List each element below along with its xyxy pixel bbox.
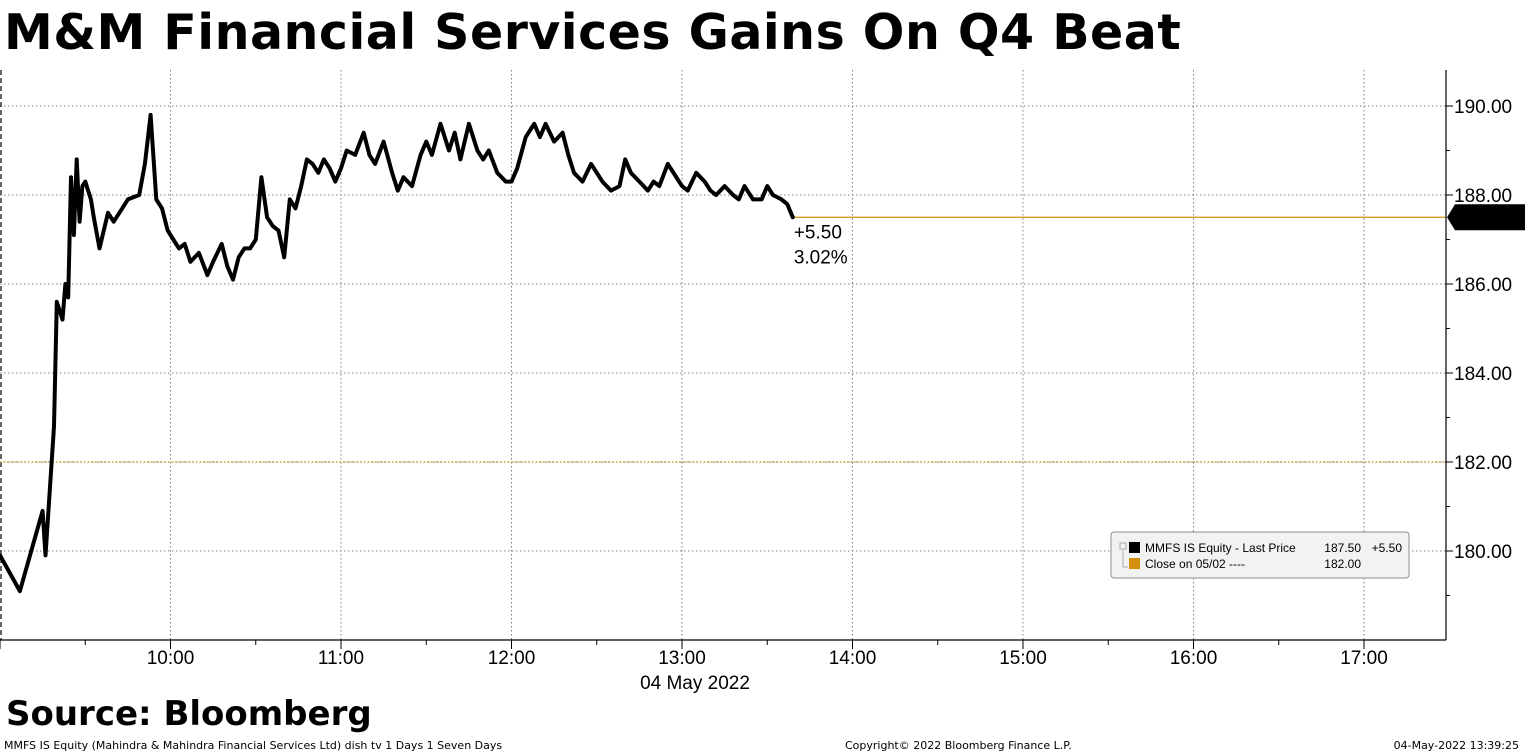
legend-series-name: MMFS IS Equity - Last Price (1145, 541, 1296, 555)
x-tick-label: 14:00 (829, 648, 877, 669)
y-tick-label: 184.00 (1454, 364, 1512, 385)
y-tick-label: 186.00 (1454, 275, 1512, 296)
legend-tree-connector (1122, 550, 1128, 568)
y-tick-label: 182.00 (1454, 453, 1512, 474)
x-tick-label: 16:00 (1170, 648, 1218, 669)
annotations: 187.50 +5.50 3.02% (794, 204, 1525, 268)
y-tick-label: 190.00 (1454, 97, 1512, 118)
x-tick-label: 12:00 (488, 648, 536, 669)
legend-change: +5.50 (1372, 541, 1403, 555)
x-axis-label: 04 May 2022 (640, 673, 750, 694)
y-tick-label: 188.00 (1454, 186, 1512, 207)
change-value-label: +5.50 (794, 222, 842, 243)
last-price-tag (1447, 204, 1525, 231)
chart-title: M&M Financial Services Gains On Q4 Beat (4, 4, 1182, 61)
change-percent-label: 3.02% (794, 247, 848, 268)
legend: MMFS IS Equity - Last Price 187.50 +5.50 Cl… (1110, 531, 1410, 579)
last-price-tag-label: 187.50 (1457, 208, 1515, 229)
legend-marker (1129, 558, 1140, 569)
x-tick-label: 17:00 (1340, 648, 1388, 669)
footer-copyright: Copyright© 2022 Bloomberg Finance L.P. (845, 739, 1072, 752)
legend-value: 187.50 (1324, 541, 1361, 555)
x-tick-label: 10:00 (147, 648, 195, 669)
legend-marker (1129, 542, 1140, 553)
series-group (0, 112, 795, 594)
legend-box (1110, 531, 1410, 579)
legend-value: 182.00 (1324, 557, 1361, 571)
legend-collapse-icon (1119, 542, 1127, 550)
close-reference-line (0, 216, 1446, 463)
x-tick-label: 11:00 (318, 648, 364, 669)
legend-series-name: Close on 05/02 ---- (1145, 557, 1245, 571)
x-tick-label: 13:00 (658, 648, 706, 669)
axes: 180.00 182.00 184.00 186.00 188.00 190.00 10:0… (0, 70, 1512, 694)
x-tick-label: 15:00 (999, 648, 1047, 669)
y-tick-label: 180.00 (1454, 542, 1512, 563)
source-label: Source: Bloomberg (6, 694, 372, 734)
price-series-line (0, 112, 795, 594)
footer-ticker-info: MMFS IS Equity (Mahindra & Mahindra Fina… (4, 739, 503, 752)
footer-timestamp: 04-May-2022 13:39:25 (1393, 739, 1519, 752)
